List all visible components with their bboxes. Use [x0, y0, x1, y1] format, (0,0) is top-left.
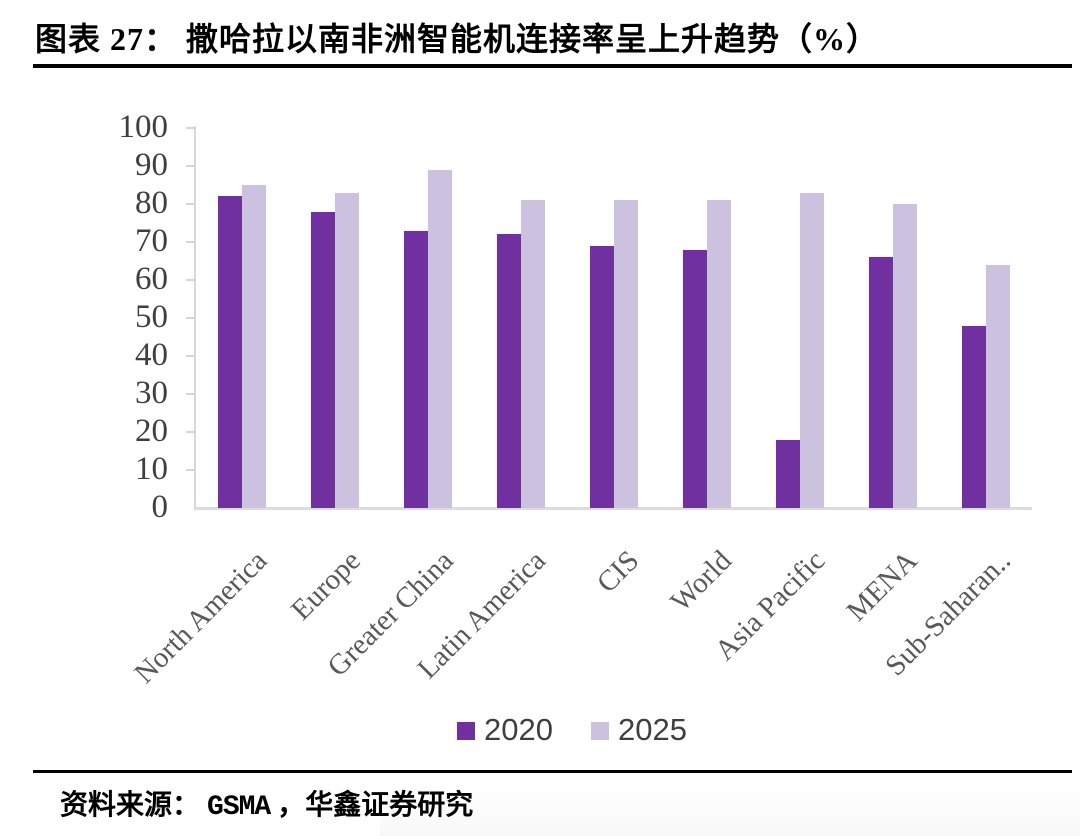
y-tick-label: 10 — [135, 450, 168, 487]
bar-2020-sub-saharan — [961, 325, 986, 508]
x-category-label: CIS — [590, 544, 646, 600]
bar-2025-world — [706, 200, 731, 508]
bar-chart-plot: 0 10 20 30 40 50 60 70 80 90 100 North America Europ… — [118, 108, 1032, 690]
y-axis-line — [194, 126, 196, 510]
bar-2020-world — [682, 249, 707, 508]
y-tick-label: 90 — [135, 146, 168, 183]
x-category-label: Europe — [284, 544, 367, 627]
bar-2025-asia-pacific — [799, 192, 824, 508]
source-note: 资料来源： GSMA ，华鑫证券研究 — [60, 783, 473, 823]
x-category-label: World — [664, 544, 739, 618]
chart-legend: 2020 2025 — [32, 714, 1080, 745]
y-tick-mark — [186, 431, 194, 433]
bar-2020-latin-america — [497, 234, 522, 508]
y-tick-label: 30 — [135, 374, 168, 411]
bar-2025-sub-saharan — [985, 264, 1010, 508]
y-tick-label: 80 — [135, 184, 168, 221]
source-rest: ，华鑫证券研究 — [277, 790, 474, 821]
bar-2025-mena — [892, 204, 917, 508]
y-tick-mark — [186, 469, 194, 471]
bar-2025-europe — [335, 192, 360, 508]
legend-swatch-2025-icon — [591, 721, 609, 740]
bar-2025-latin-america — [521, 200, 546, 508]
legend-label-2020: 2020 — [484, 712, 553, 747]
y-tick-label: 50 — [135, 298, 168, 335]
y-tick-label: 20 — [135, 412, 168, 449]
source-org: GSMA — [207, 792, 271, 823]
bar-2020-cis — [590, 245, 614, 508]
legend-item-2020: 2020 — [457, 714, 553, 745]
bar-2020-asia-pacific — [775, 439, 800, 508]
y-tick-label: 70 — [135, 222, 168, 259]
y-tick-label: 100 — [118, 108, 169, 145]
bar-2025-cis — [614, 200, 638, 508]
y-tick-mark — [186, 203, 194, 205]
scan-artifact-shade — [380, 788, 1080, 836]
source-label: 资料来源： — [60, 790, 201, 821]
footer-rule — [33, 770, 1072, 773]
bar-2020-europe — [311, 211, 336, 508]
bar-2025-greater-china — [428, 169, 453, 508]
figure-title: 图表 27： 撒哈拉以南非洲智能机连接率呈上升趋势（%） — [35, 21, 880, 57]
x-axis-line — [196, 507, 1032, 510]
legend-item-2025: 2025 — [591, 714, 687, 745]
y-tick-label: 60 — [135, 260, 168, 297]
x-category-label: North America — [128, 544, 274, 690]
y-tick-mark — [186, 279, 194, 281]
legend-label-2025: 2025 — [618, 712, 687, 747]
y-tick-label: 40 — [135, 336, 168, 373]
y-tick-mark — [186, 317, 194, 319]
y-tick-mark — [186, 393, 194, 395]
title-rule — [33, 64, 1072, 68]
x-category-label: MENA — [840, 544, 924, 628]
bar-2020-mena — [868, 257, 893, 508]
bar-2025-north-america — [242, 185, 267, 508]
y-tick-mark — [186, 355, 194, 357]
bar-2020-north-america — [218, 196, 243, 508]
y-tick-mark — [186, 127, 194, 129]
legend-swatch-2020-icon — [457, 721, 476, 740]
bar-2020-greater-china — [404, 230, 429, 508]
y-tick-mark — [186, 165, 194, 167]
y-tick-mark — [186, 241, 194, 243]
y-tick-label: 0 — [151, 488, 169, 525]
